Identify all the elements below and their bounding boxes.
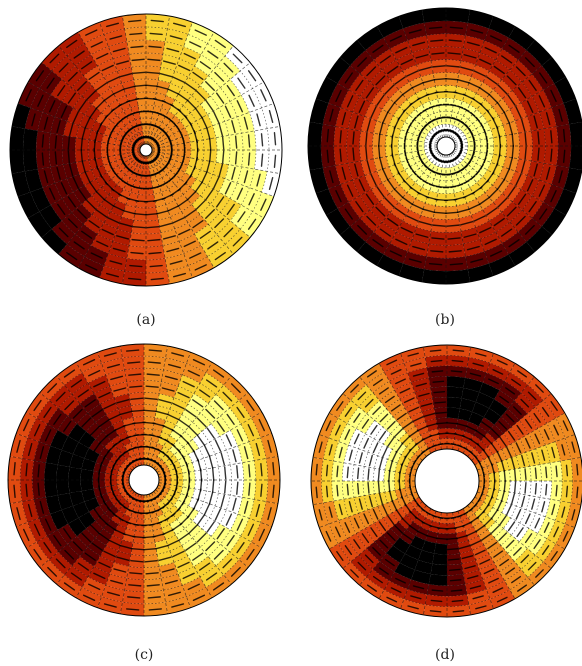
panel-b-disk [307,7,582,285]
panel-a-disk [9,13,283,287]
panel-c-caption: (c) [135,647,154,663]
panel-d-disk [310,344,582,618]
panel-a-caption: (a) [136,312,155,328]
panel-c-disk [7,343,281,617]
panel-d-caption: (d) [435,647,455,663]
panel-b-caption: (b) [435,312,455,328]
